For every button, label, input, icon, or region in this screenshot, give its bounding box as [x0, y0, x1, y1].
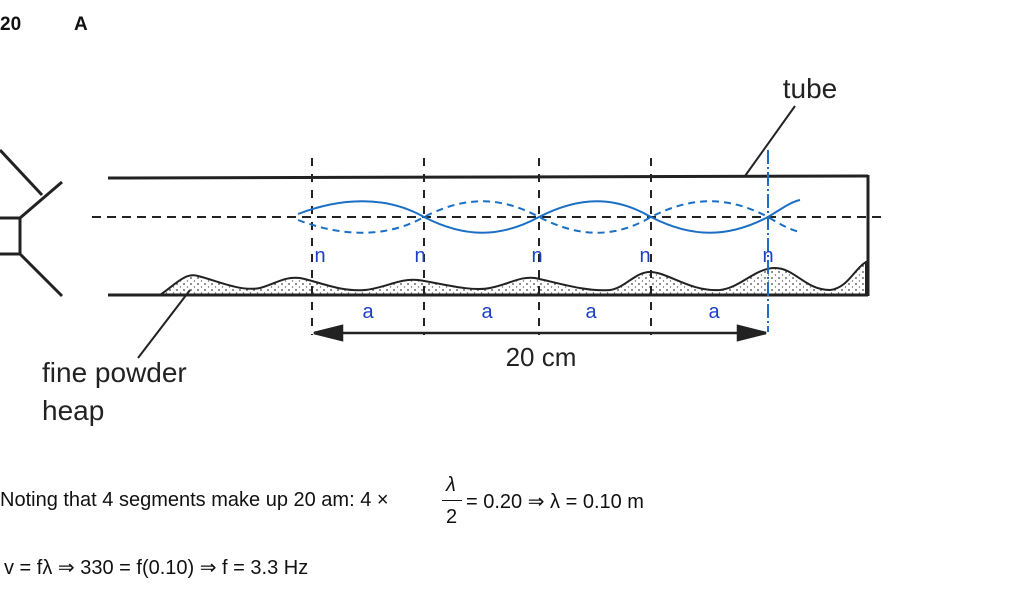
- node-label: n: [531, 245, 542, 267]
- length-label: 20 cm: [506, 342, 577, 372]
- powder-label: heap: [42, 395, 104, 426]
- fraction-denominator: 2: [446, 506, 458, 528]
- node-label: n: [414, 245, 425, 267]
- node-lines: [311, 158, 652, 335]
- solution-rest: = 0.20 ⇒ λ = 0.10 m: [466, 491, 644, 513]
- speaker: [0, 148, 64, 298]
- node-label: n: [314, 245, 325, 267]
- tube-label: tube: [783, 73, 838, 104]
- wave-dashed: [297, 200, 801, 234]
- tube-leader: [744, 105, 796, 177]
- fraction-bar: [442, 500, 462, 501]
- powder-leader: [137, 289, 191, 359]
- node-label: n: [639, 245, 650, 267]
- node-label: n: [762, 245, 773, 267]
- fraction-numerator: λ: [446, 474, 456, 496]
- powder-label: fine powder: [42, 357, 187, 388]
- solution-line2: v = fλ ⇒ 330 = f(0.10) ⇒ f = 3.3 Hz: [4, 557, 309, 579]
- segment-label: a: [481, 301, 493, 323]
- solution-lead: Noting that 4 segments make up 20 am: 4 …: [0, 489, 389, 511]
- powder-heaps: [156, 260, 867, 296]
- question-number: 20: [0, 14, 22, 35]
- segment-label: a: [708, 301, 720, 323]
- segment-label: a: [585, 301, 597, 323]
- diagram: n n n n n a a a a 20 cm tube fine powder…: [0, 73, 882, 426]
- wave-solid: [297, 199, 801, 234]
- length-arrow: [313, 324, 767, 342]
- answer: A: [74, 14, 88, 35]
- segment-label: a: [362, 301, 374, 323]
